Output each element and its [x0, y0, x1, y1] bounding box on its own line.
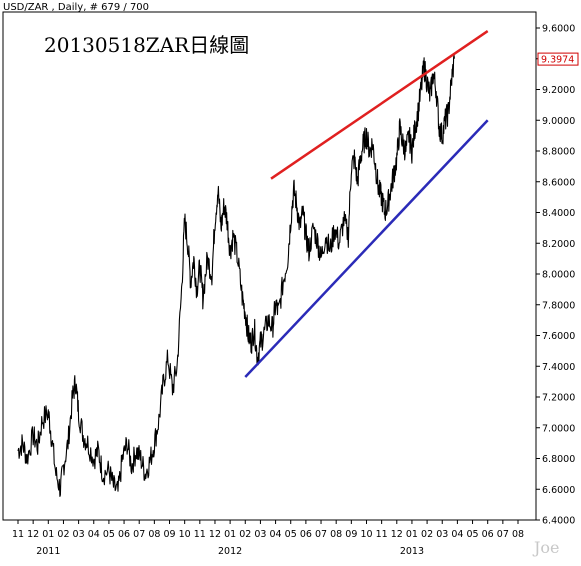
x-tick-label: 08 [512, 529, 524, 540]
x-tick-label: 12 [209, 529, 221, 540]
support-trendline [244, 119, 489, 378]
x-tick-label: 03 [254, 529, 266, 540]
x-tick-label: 02 [421, 529, 433, 540]
x-tick-label: 11 [194, 529, 206, 540]
x-tick-label: 01 [224, 529, 236, 540]
x-axis: 11 12 01 02 03 04 05 06 07 08 09 10 11 12 01 02 03 04 05 06… [12, 520, 524, 557]
x-tick-label: 08 [330, 529, 342, 540]
x-tick-label: 09 [345, 529, 357, 540]
x-tick-label: 05 [285, 529, 297, 540]
x-tick-label: 07 [315, 529, 327, 540]
x-tick-label: 03 [436, 529, 448, 540]
last-value-marker: 9.3974 [537, 52, 579, 66]
last-value-box [537, 52, 579, 66]
x-tick-label: 05 [103, 529, 115, 540]
x-tick-label: 11 [376, 529, 388, 540]
y-tick-label: 9.0000 [542, 116, 575, 127]
y-tick-label: 9.2000 [542, 85, 575, 96]
chart-header: USD/ZAR , Daily, # 679 / 700 [3, 2, 149, 13]
x-tick-label: 02 [239, 529, 251, 540]
x-tick-label: 09 [163, 529, 175, 540]
x-tick-label: 01 [406, 529, 418, 540]
watermark: Joe [532, 538, 560, 557]
plot-area-border [2, 11, 537, 521]
x-tick-label: 07 [133, 529, 145, 540]
y-tick-label: 8.4000 [542, 208, 575, 219]
x-tick-label: 10 [360, 529, 372, 540]
y-tick-label: 7.6000 [542, 331, 575, 342]
x-tick-label: 12 [391, 529, 403, 540]
x-tick-label: 04 [270, 529, 282, 540]
x-tick-label: 04 [88, 529, 100, 540]
x-tick-label: 11 [12, 529, 24, 540]
y-tick-label: 6.4000 [542, 516, 575, 527]
y-tick-label: 8.2000 [542, 239, 575, 250]
y-tick-label: 6.8000 [542, 454, 575, 465]
x-tick-label: 08 [148, 529, 160, 540]
resistance-trendline [270, 30, 489, 180]
y-tick-label: 6.6000 [542, 485, 575, 496]
year-label: 2011 [36, 546, 60, 557]
y-tick-label: 8.0000 [542, 270, 575, 281]
x-tick-label: 12 [27, 529, 39, 540]
y-tick-label: 7.0000 [542, 423, 575, 434]
y-tick-label: 8.6000 [542, 177, 575, 188]
x-tick-label: 02 [57, 529, 69, 540]
x-tick-label: 05 [466, 529, 478, 540]
chart-title: 20130518ZAR日線圖 [44, 33, 249, 57]
x-tick-label: 06 [300, 529, 312, 540]
x-tick-label: 01 [42, 529, 54, 540]
x-tick-label: 10 [179, 529, 191, 540]
y-tick-label: 7.8000 [542, 300, 575, 311]
x-tick-label: 07 [497, 529, 509, 540]
year-label: 2013 [400, 546, 424, 557]
y-tick-label: 8.8000 [542, 147, 575, 158]
last-value-label: 9.3974 [541, 55, 574, 66]
x-tick-label: 03 [73, 529, 85, 540]
x-tick-label: 04 [451, 529, 463, 540]
trendlines [244, 30, 489, 378]
y-tick-label: 7.4000 [542, 362, 575, 373]
x-tick-label: 06 [118, 529, 130, 540]
y-tick-label: 9.6000 [542, 24, 575, 35]
y-tick-label: 7.2000 [542, 393, 575, 404]
year-label: 2012 [218, 546, 242, 557]
x-tick-label: 06 [482, 529, 494, 540]
